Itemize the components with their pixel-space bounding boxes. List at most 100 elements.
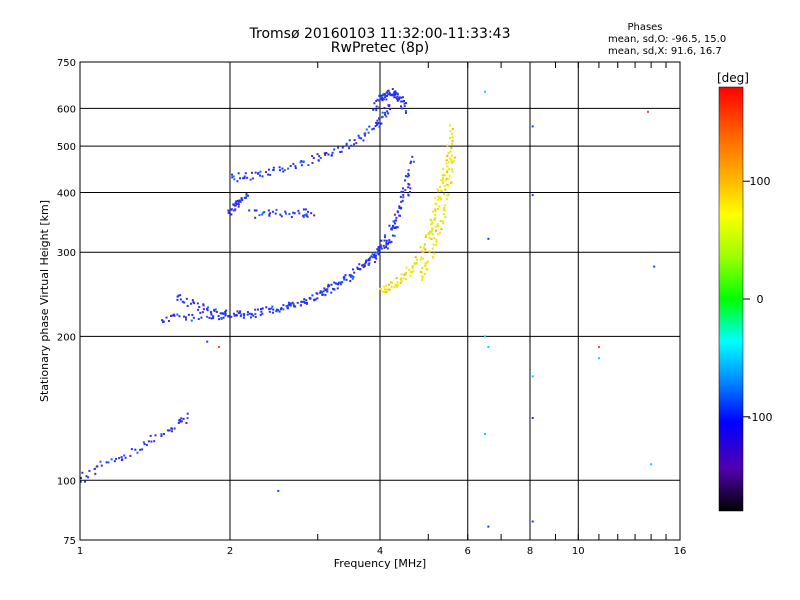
grid-lines (80, 62, 680, 540)
echo-point (192, 301, 195, 304)
echo-point (231, 176, 234, 179)
echo-point (379, 97, 382, 100)
echo-point (377, 246, 380, 249)
echo-point (246, 313, 249, 316)
echo-point (385, 243, 388, 246)
echo-point (238, 200, 241, 203)
echo-point (407, 186, 410, 189)
echo-point (259, 314, 262, 317)
echo-point (142, 441, 145, 444)
echo-point (403, 105, 406, 108)
echo-point (312, 156, 315, 159)
echo-point (376, 248, 379, 251)
echo-point (389, 241, 392, 244)
echo-point (243, 196, 246, 199)
echo-point (385, 291, 388, 294)
echo-point (375, 251, 378, 254)
echo-point (402, 277, 405, 280)
echo-point (351, 277, 354, 280)
echo-point (197, 317, 200, 320)
echo-point (443, 192, 446, 195)
echo-point (327, 285, 330, 288)
echo-point (150, 440, 153, 443)
echo-point (318, 155, 321, 158)
echo-point (445, 162, 448, 165)
echo-point (161, 319, 164, 322)
echo-point (422, 247, 425, 250)
echo-point (394, 90, 397, 93)
echo-point (451, 162, 454, 165)
echo-point (434, 202, 437, 205)
echo-point (393, 234, 396, 237)
echo-point (438, 196, 441, 199)
echo-point (377, 121, 380, 124)
echo-point (442, 167, 445, 170)
echo-point (348, 147, 351, 150)
echo-point (94, 472, 97, 475)
echo-point (391, 226, 394, 229)
x-tick-label: 16 (674, 546, 687, 557)
echo-point (268, 168, 271, 171)
echo-point (404, 110, 407, 113)
echo-point (237, 172, 240, 175)
echo-point (341, 281, 344, 284)
echo-point (236, 310, 239, 313)
y-tick-label: 200 (57, 332, 76, 343)
echo-point (445, 159, 448, 162)
echo-point (436, 225, 439, 228)
echo-point (415, 262, 418, 265)
echo-point (268, 307, 271, 310)
echo-point (242, 316, 245, 319)
echo-point (95, 465, 98, 468)
echo-point (291, 301, 294, 304)
echo-point (80, 480, 82, 483)
echo-point (391, 88, 394, 91)
echo-point (430, 229, 433, 232)
echo-point (388, 288, 391, 291)
echo-point (345, 144, 348, 147)
echo-point (442, 180, 445, 183)
echo-point (278, 169, 281, 172)
echo-point (323, 152, 326, 155)
echo-point (395, 225, 398, 228)
echo-point (423, 244, 426, 247)
echo-point (385, 241, 388, 244)
echo-point (230, 315, 233, 318)
colorbar-tick-label: 0 (757, 293, 764, 306)
echo-point (428, 250, 431, 253)
echo-point (424, 263, 427, 266)
echo-point (298, 212, 301, 215)
echo-point (360, 137, 363, 140)
echo-point (248, 312, 251, 315)
echo-point (372, 108, 375, 111)
echo-point (421, 278, 424, 281)
echo-point (388, 224, 391, 227)
echo-point (327, 153, 330, 156)
echo-point (412, 160, 415, 163)
echo-point (333, 288, 336, 291)
echo-point (378, 246, 381, 249)
echo-point (261, 307, 264, 310)
echo-point (409, 190, 412, 193)
echo-point (177, 421, 180, 424)
echo-point (438, 205, 441, 208)
echo-point (282, 304, 285, 307)
echo-point (176, 295, 179, 298)
echo-point (241, 199, 244, 202)
echo-point (394, 284, 397, 287)
echo-point (375, 105, 378, 108)
echo-point (420, 256, 423, 259)
echo-point (251, 177, 254, 180)
echo-point (407, 172, 410, 175)
echo-point (427, 232, 430, 235)
echo-point (362, 139, 365, 142)
echo-point (377, 249, 380, 252)
echo-point (212, 317, 215, 320)
echo-point (444, 188, 447, 191)
echo-point (382, 93, 385, 96)
echo-point (364, 260, 367, 263)
echo-point (206, 340, 209, 343)
echo-point (183, 315, 186, 318)
echo-point (433, 237, 436, 240)
echo-point (289, 302, 292, 305)
